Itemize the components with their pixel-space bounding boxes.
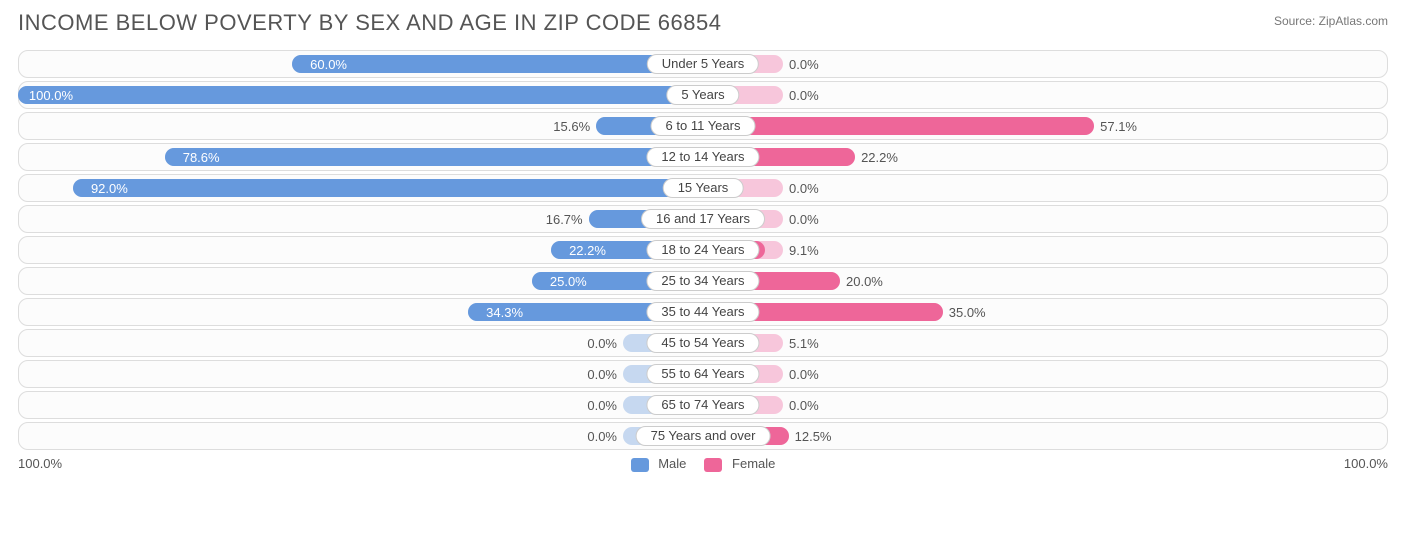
chart-row: 22.2% 9.1% 18 to 24 Years	[18, 236, 1388, 264]
category-label: 18 to 24 Years	[646, 240, 759, 260]
legend-male-label: Male	[658, 456, 686, 471]
male-value-label: 25.0%	[550, 274, 587, 289]
category-label: 5 Years	[666, 85, 739, 105]
male-value-label: 0.0%	[587, 398, 617, 413]
category-label: 25 to 34 Years	[646, 271, 759, 291]
chart-row: 100.0% 0.0% 5 Years	[18, 81, 1388, 109]
chart-rows: 60.0%0.0%Under 5 Years100.0%0.0%5 Years1…	[18, 50, 1388, 450]
male-value-label: 92.0%	[91, 181, 128, 196]
female-value-label: 20.0%	[846, 274, 883, 289]
chart-row: 0.0% 5.1% 45 to 54 Years	[18, 329, 1388, 357]
female-value-label: 0.0%	[789, 212, 819, 227]
legend-female-label: Female	[732, 456, 775, 471]
female-swatch-icon	[704, 458, 722, 472]
category-label: 65 to 74 Years	[646, 395, 759, 415]
female-value-label: 9.1%	[789, 243, 819, 258]
female-value-label: 0.0%	[789, 367, 819, 382]
chart-source: Source: ZipAtlas.com	[1274, 14, 1388, 28]
female-value-bar	[703, 117, 1094, 135]
female-value-label: 0.0%	[789, 88, 819, 103]
male-value-label: 0.0%	[587, 367, 617, 382]
category-label: 6 to 11 Years	[651, 116, 756, 136]
male-value-label: 22.2%	[569, 243, 606, 258]
male-swatch-icon	[631, 458, 649, 472]
male-value-bar	[165, 148, 703, 166]
male-value-label: 15.6%	[553, 119, 590, 134]
category-label: 12 to 14 Years	[646, 147, 759, 167]
chart-row: 34.3% 35.0% 35 to 44 Years	[18, 298, 1388, 326]
chart-title: INCOME BELOW POVERTY BY SEX AND AGE IN Z…	[18, 10, 721, 36]
chart-header: INCOME BELOW POVERTY BY SEX AND AGE IN Z…	[18, 10, 1388, 36]
legend-female: Female	[704, 456, 775, 472]
category-label: 45 to 54 Years	[646, 333, 759, 353]
female-value-label: 5.1%	[789, 336, 819, 351]
male-value-label: 0.0%	[587, 336, 617, 351]
male-value-label: 78.6%	[183, 150, 220, 165]
category-label: 15 Years	[663, 178, 744, 198]
chart-row: 0.0% 0.0% 65 to 74 Years	[18, 391, 1388, 419]
male-value-bar	[18, 86, 703, 104]
chart-row: 16.7% 0.0% 16 and 17 Years	[18, 205, 1388, 233]
category-label: Under 5 Years	[647, 54, 759, 74]
female-value-label: 12.5%	[795, 429, 832, 444]
chart-footer: 100.0% Male Female 100.0%	[18, 456, 1388, 472]
male-value-bar	[73, 179, 703, 197]
female-value-label: 35.0%	[949, 305, 986, 320]
male-value-bar	[292, 55, 703, 73]
legend-male: Male	[631, 456, 687, 472]
chart-row: 15.6% 57.1% 6 to 11 Years	[18, 112, 1388, 140]
male-value-label: 60.0%	[310, 57, 347, 72]
chart-row: 25.0% 20.0% 25 to 34 Years	[18, 267, 1388, 295]
axis-right-label: 100.0%	[1344, 456, 1388, 471]
male-value-label: 100.0%	[29, 88, 73, 103]
chart-container: INCOME BELOW POVERTY BY SEX AND AGE IN Z…	[0, 0, 1406, 480]
female-value-label: 0.0%	[789, 57, 819, 72]
category-label: 75 Years and over	[636, 426, 771, 446]
category-label: 35 to 44 Years	[646, 302, 759, 322]
category-label: 55 to 64 Years	[646, 364, 759, 384]
chart-row: 60.0% 0.0% Under 5 Years	[18, 50, 1388, 78]
female-value-label: 22.2%	[861, 150, 898, 165]
chart-legend: Male Female	[631, 456, 776, 472]
chart-row: 0.0% 12.5% 75 Years and over	[18, 422, 1388, 450]
category-label: 16 and 17 Years	[641, 209, 765, 229]
male-value-label: 16.7%	[546, 212, 583, 227]
chart-row: 78.6% 22.2% 12 to 14 Years	[18, 143, 1388, 171]
chart-row: 0.0% 0.0% 55 to 64 Years	[18, 360, 1388, 388]
female-value-label: 0.0%	[789, 181, 819, 196]
male-value-label: 0.0%	[587, 429, 617, 444]
chart-row: 92.0% 0.0% 15 Years	[18, 174, 1388, 202]
male-value-label: 34.3%	[486, 305, 523, 320]
female-value-label: 57.1%	[1100, 119, 1137, 134]
axis-left-label: 100.0%	[18, 456, 62, 471]
female-value-label: 0.0%	[789, 398, 819, 413]
